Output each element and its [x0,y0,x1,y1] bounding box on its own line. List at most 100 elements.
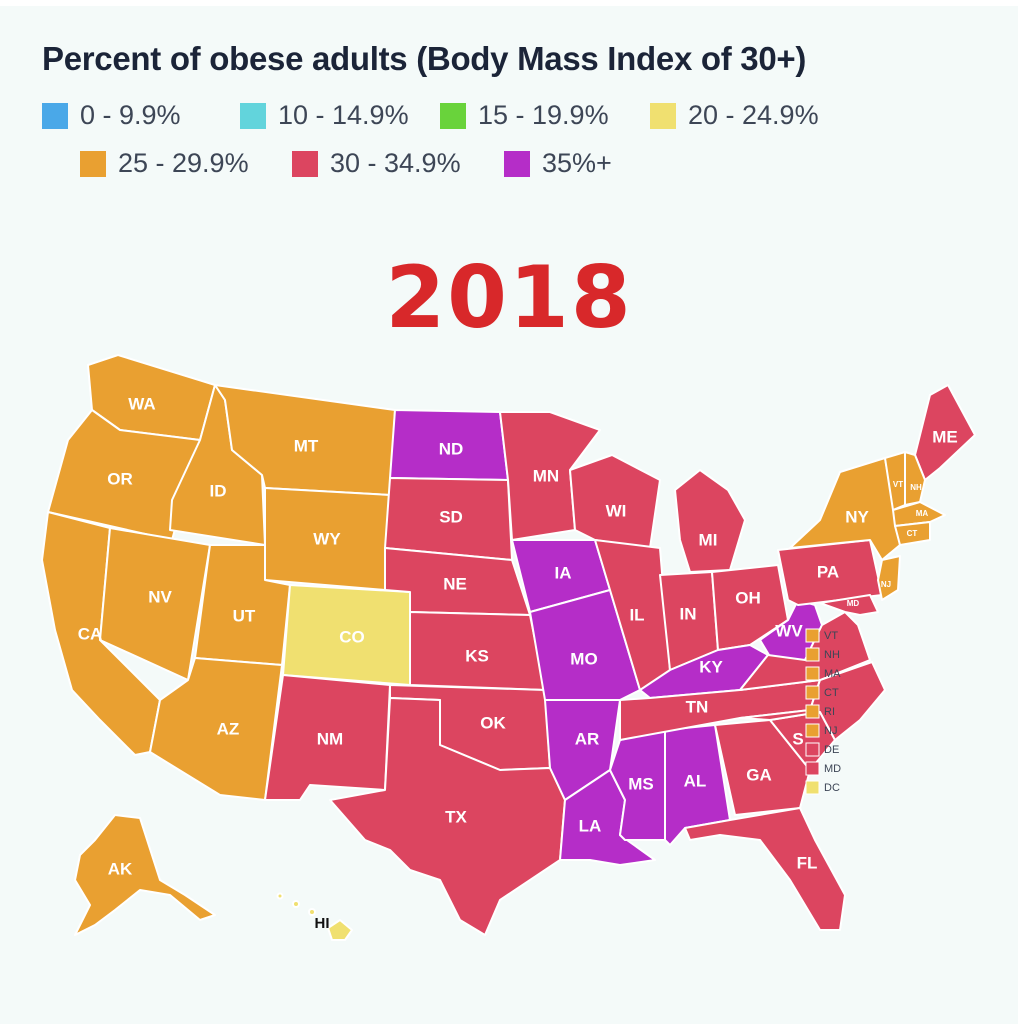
label-az: AZ [217,719,240,738]
ne-swatch-nj [805,723,820,738]
ne-swatch-ri [805,704,820,719]
state-ak[interactable] [74,814,216,936]
label-il: IL [629,605,644,624]
label-ar: AR [575,729,600,748]
label-al: AL [684,771,707,790]
state-mi[interactable] [674,469,746,573]
label-fl: FL [797,853,818,872]
label-nh: NH [910,483,922,492]
legend-item-0: 0 - 9.9% [42,100,181,131]
state-ct[interactable] [894,521,931,546]
ne-legend-item: MA [805,666,841,681]
state-nh[interactable] [904,451,926,506]
ne-legend-item: VT [805,628,838,643]
ne-label-dc: DC [824,782,840,794]
legend-swatch-3 [650,102,676,129]
legend-swatch-4 [80,150,106,177]
ne-swatch-vt [805,628,820,643]
label-or: OR [107,469,133,488]
map-title: Percent of obese adults (Body Mass Index… [42,40,807,77]
states-layer [41,354,976,941]
legend-item-1: 10 - 14.9% [240,100,409,131]
legend-label-3: 20 - 24.9% [688,100,819,130]
label-ga: GA [746,765,772,784]
state-hi-island-2 [292,900,300,908]
state-fl[interactable] [684,807,846,931]
legend-label-4: 25 - 29.9% [118,148,249,178]
label-tx: TX [445,807,467,826]
ne-swatch-ct [805,685,820,700]
state-hi[interactable] [327,919,353,941]
label-la: LA [579,816,602,835]
state-ga[interactable] [714,719,811,816]
label-nj: NJ [881,580,891,589]
label-ak: AK [108,859,133,878]
label-oh: OH [735,588,761,607]
label-md: MD [847,599,860,608]
label-pa: PA [817,562,839,581]
ne-label-nj: NJ [824,725,837,737]
state-az[interactable] [149,657,283,801]
label-vt: VT [893,480,903,489]
state-nj[interactable] [877,555,901,601]
label-tn: TN [686,697,709,716]
state-labels: WA OR CA ID NV MT WY UT AZ CO NM ND SD N… [78,394,958,931]
legend-label-5: 30 - 34.9% [330,148,461,178]
ne-swatch-de [805,742,820,757]
legend-label-6: 35%+ [542,148,612,178]
label-ct: CT [907,529,918,538]
ne-label-nh: NH [824,649,840,661]
label-wy: WY [313,529,341,548]
label-me: ME [932,427,958,446]
legend-label-0: 0 - 9.9% [80,100,181,130]
ne-label-vt: VT [824,630,838,642]
label-hi: HI [315,915,330,932]
state-tx[interactable] [329,697,566,936]
state-hi-island-3 [276,892,284,900]
ne-legend-item: RI [805,704,835,719]
state-ma[interactable] [892,501,946,527]
label-sd: SD [439,507,463,526]
ne-swatch-ma [805,666,820,681]
legend-swatch-2 [440,102,466,129]
ne-legend-item: DE [805,742,839,757]
northeast-inset-legend: VT NH MA CT RI NJ DE MD [805,628,841,795]
legend-item-2: 15 - 19.9% [440,100,609,131]
state-hi-island-1 [308,908,316,916]
label-mo: MO [570,649,597,668]
ne-label-ct: CT [824,687,839,699]
label-mn: MN [533,466,559,485]
label-nv: NV [148,587,172,606]
label-wv: WV [775,621,803,640]
legend-swatch-6 [504,150,530,177]
legend-item-4: 25 - 29.9% [80,148,249,179]
state-mo[interactable] [529,589,641,701]
state-md[interactable] [819,594,879,616]
legend-swatch-0 [42,102,68,129]
ne-label-de: DE [824,744,839,756]
label-sc: S [792,729,803,748]
legend-label-2: 15 - 19.9% [478,100,609,130]
label-ok: OK [480,713,506,732]
label-in: IN [680,604,697,623]
legend-item-3: 20 - 24.9% [650,100,819,131]
label-co: CO [339,627,365,646]
label-wa: WA [128,394,155,413]
legend-label-1: 10 - 14.9% [278,100,409,130]
label-id: ID [210,481,227,500]
ne-legend-item: NH [805,647,840,662]
label-ks: KS [465,646,489,665]
label-nd: ND [439,439,464,458]
label-mi: MI [699,530,718,549]
legend-item-6: 35%+ [504,148,612,179]
label-ky: KY [699,657,723,676]
label-nm: NM [317,729,343,748]
label-ut: UT [233,606,256,625]
ne-legend-item: NJ [805,723,837,738]
legend-item-5: 30 - 34.9% [292,148,461,179]
ne-legend-item: MD [805,761,841,776]
ne-swatch-nh [805,647,820,662]
ne-legend-item: CT [805,685,839,700]
